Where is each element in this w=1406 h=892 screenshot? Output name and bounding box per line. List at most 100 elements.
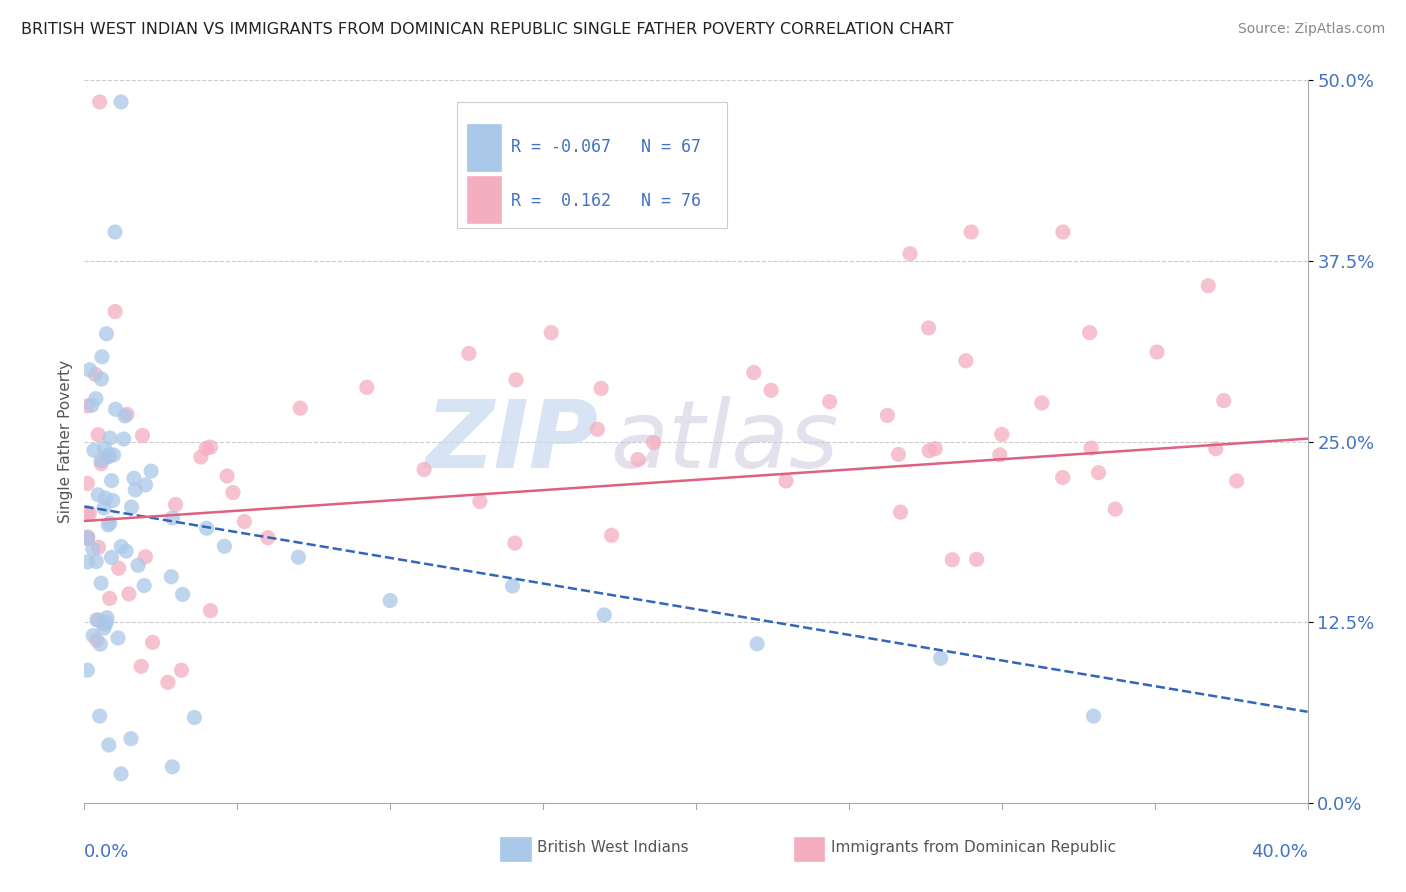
Point: [380, 593, 402, 607]
Point: [139, 464, 162, 478]
Point: [955, 353, 977, 368]
Point: [215, 469, 238, 483]
Point: [87, 541, 110, 555]
Point: [929, 651, 952, 665]
Point: [156, 675, 179, 690]
Point: [1087, 466, 1109, 480]
Point: [127, 558, 149, 573]
Point: [115, 408, 138, 422]
Point: [76, 531, 98, 545]
Text: R =  0.162   N = 76: R = 0.162 N = 76: [512, 192, 702, 210]
Point: [540, 326, 562, 340]
Point: [86, 633, 108, 648]
Point: [966, 552, 988, 566]
Point: [256, 531, 278, 545]
Point: [103, 448, 125, 462]
Point: [114, 409, 136, 423]
Text: R = -0.067   N = 67: R = -0.067 N = 67: [512, 137, 702, 156]
Point: [132, 578, 155, 592]
Point: [80, 398, 103, 412]
Point: [107, 631, 129, 645]
Point: [93, 442, 115, 456]
Point: [84, 392, 107, 406]
Point: [110, 95, 132, 109]
Point: [104, 402, 127, 417]
Point: [89, 709, 111, 723]
Point: [991, 427, 1014, 442]
Point: [457, 346, 479, 360]
Text: Immigrants from Dominican Republic: Immigrants from Dominican Republic: [831, 840, 1115, 855]
Point: [122, 471, 145, 485]
Point: [1083, 709, 1105, 723]
Point: [898, 246, 921, 260]
Point: [96, 615, 118, 630]
Point: [222, 485, 245, 500]
Point: [135, 478, 157, 492]
Point: [87, 427, 110, 442]
Point: [93, 500, 115, 515]
Point: [170, 663, 193, 677]
Point: [118, 587, 141, 601]
Point: [290, 401, 312, 416]
Point: [200, 604, 222, 618]
Bar: [794, 838, 824, 861]
Point: [101, 493, 124, 508]
Point: [287, 550, 309, 565]
FancyBboxPatch shape: [457, 102, 727, 228]
Point: [759, 384, 782, 398]
Point: [1197, 278, 1219, 293]
Point: [1146, 345, 1168, 359]
Point: [84, 555, 107, 569]
Text: 40.0%: 40.0%: [1251, 843, 1308, 861]
Text: Source: ZipAtlas.com: Source: ZipAtlas.com: [1237, 22, 1385, 37]
Point: [160, 570, 183, 584]
Point: [887, 447, 910, 461]
Point: [924, 442, 946, 456]
Point: [110, 540, 132, 554]
Point: [172, 587, 194, 601]
Point: [79, 363, 101, 377]
Point: [97, 517, 120, 532]
Bar: [467, 177, 502, 223]
Point: [86, 613, 108, 627]
Text: ZIP: ZIP: [425, 395, 598, 488]
Point: [503, 536, 526, 550]
Point: [76, 506, 98, 520]
Point: [76, 530, 98, 544]
Point: [112, 432, 135, 446]
Point: [876, 409, 898, 423]
Point: [94, 617, 117, 632]
Point: [100, 474, 122, 488]
Point: [502, 579, 524, 593]
Point: [586, 422, 609, 436]
Point: [742, 366, 765, 380]
Text: British West Indians: British West Indians: [537, 840, 689, 855]
Point: [593, 607, 616, 622]
Point: [356, 380, 378, 394]
Point: [90, 457, 112, 471]
Point: [918, 443, 941, 458]
Point: [627, 452, 650, 467]
Text: 0.0%: 0.0%: [84, 843, 129, 861]
Point: [1104, 502, 1126, 516]
Point: [917, 321, 939, 335]
Point: [941, 553, 963, 567]
Point: [96, 611, 118, 625]
Point: [1052, 470, 1074, 484]
Point: [214, 539, 236, 553]
Point: [96, 326, 118, 341]
Bar: [501, 838, 531, 861]
Point: [104, 304, 127, 318]
Point: [97, 738, 120, 752]
Point: [190, 450, 212, 464]
Point: [1052, 225, 1074, 239]
Point: [134, 549, 156, 564]
Point: [591, 381, 613, 395]
Bar: [467, 124, 502, 170]
Point: [818, 394, 841, 409]
Point: [233, 515, 256, 529]
Point: [413, 462, 436, 476]
Point: [200, 440, 222, 454]
Point: [120, 731, 142, 746]
Text: BRITISH WEST INDIAN VS IMMIGRANTS FROM DOMINICAN REPUBLIC SINGLE FATHER POVERTY : BRITISH WEST INDIAN VS IMMIGRANTS FROM D…: [21, 22, 953, 37]
